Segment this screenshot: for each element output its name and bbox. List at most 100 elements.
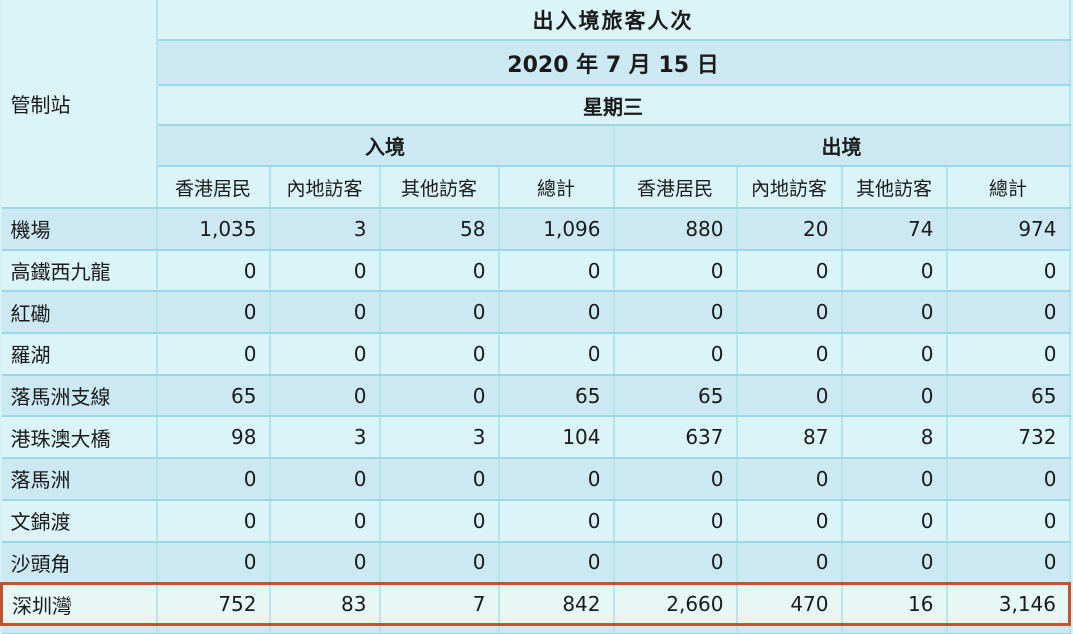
value-cell: 0 (378, 248, 500, 293)
value-cell: 8 (840, 415, 948, 460)
value-cell: 0 (497, 332, 615, 376)
value-cell: 0 (155, 290, 271, 335)
col-header-dep-mainland: 內地訪客 (735, 165, 843, 209)
weekday-label: 星期三 (156, 84, 1071, 126)
station-cell: 文錦渡 (1, 498, 158, 543)
value-cell: 0 (378, 540, 500, 585)
value-cell: 0 (735, 248, 843, 293)
value-cell: 7 (378, 581, 500, 627)
group-departures: 出境 (612, 124, 1071, 167)
table-row: 高鐵西九龍 0 0 0 0 0 0 0 0 (1, 248, 1071, 293)
value-cell: 0 (268, 498, 381, 543)
value-cell: 58 (378, 207, 500, 251)
table-row: 沙頭角 0 0 0 0 0 0 0 0 (1, 540, 1071, 585)
value-cell: 0 (497, 457, 615, 501)
value-cell: 0 (735, 457, 843, 501)
value-cell: 0 (735, 332, 843, 376)
value-cell: 83 (268, 581, 381, 627)
value-cell: 0 (735, 498, 843, 543)
station-cell: 港珠澳大橋 (1, 415, 158, 460)
date-row: 2020 年 7 月 15 日 (2, 39, 1071, 86)
col-header-dep-other: 其他訪客 (840, 165, 948, 209)
value-cell: 0 (840, 373, 948, 418)
value-cell: 0 (612, 248, 738, 293)
station-cell: 深圳灣 (0, 581, 158, 627)
table-row: 紅磡 0 0 0 0 0 0 0 0 (1, 290, 1071, 335)
corner-header: 管制站 (1, 0, 158, 209)
value-cell: 3,146 (945, 581, 1071, 627)
value-cell: 0 (840, 248, 948, 293)
value-cell (945, 623, 1071, 634)
table-body: 機場 1,035 3 58 1,096 880 20 74 974 高鐵西九龍 … (0, 207, 1071, 627)
col-header-arr-hk-residents: 香港居民 (155, 165, 271, 209)
value-cell: 0 (840, 332, 948, 376)
value-cell: 1,035 (155, 207, 271, 251)
value-cell: 2,660 (612, 581, 738, 627)
value-cell: 0 (840, 290, 948, 335)
value-cell: 0 (497, 498, 615, 543)
value-cell: 0 (268, 457, 381, 501)
value-cell (378, 623, 500, 634)
value-cell (612, 623, 738, 634)
value-cell: 65 (945, 373, 1071, 418)
value-cell: 0 (268, 290, 381, 335)
col-header-arr-total: 總計 (497, 165, 615, 209)
value-cell: 3 (268, 207, 381, 251)
value-cell: 0 (155, 540, 271, 585)
station-cell: 羅湖 (1, 332, 158, 376)
weekday-row: 星期三 (2, 84, 1071, 126)
value-cell: 0 (840, 540, 948, 585)
direction-group-row: 入境 出境 (2, 124, 1071, 167)
value-cell: 65 (155, 373, 271, 418)
value-cell: 0 (155, 498, 271, 543)
table-row: 港珠澳大橋 98 3 3 104 637 87 8 732 (1, 415, 1071, 460)
value-cell: 0 (155, 248, 271, 293)
table-title: 出入境旅客人次 (156, 0, 1071, 41)
value-cell: 842 (497, 581, 615, 627)
value-cell: 0 (945, 457, 1071, 501)
table-row: 落馬洲 0 0 0 0 0 0 0 0 (1, 457, 1071, 501)
col-header-arr-mainland: 內地訪客 (268, 165, 381, 209)
value-cell: 0 (735, 373, 843, 418)
value-cell: 20 (735, 207, 843, 251)
value-cell (155, 623, 271, 634)
value-cell: 470 (735, 581, 843, 627)
value-cell: 0 (268, 332, 381, 376)
value-cell: 65 (497, 373, 615, 418)
value-cell: 637 (612, 415, 738, 460)
value-cell: 0 (612, 290, 738, 335)
station-cell: 落馬洲支線 (1, 373, 158, 418)
value-cell: 0 (612, 457, 738, 501)
value-cell: 0 (268, 540, 381, 585)
value-cell: 0 (840, 457, 948, 501)
value-cell: 3 (378, 415, 500, 460)
value-cell: 104 (497, 415, 615, 460)
group-arrivals: 入境 (155, 124, 615, 167)
table-row: 落馬洲支線 65 0 0 65 65 0 0 65 (1, 373, 1071, 418)
value-cell: 16 (840, 581, 948, 627)
col-header-arr-other: 其他訪客 (378, 165, 500, 209)
value-cell: 0 (378, 332, 500, 376)
value-cell: 974 (945, 207, 1071, 251)
value-cell: 0 (378, 498, 500, 543)
value-cell (268, 623, 381, 634)
station-cell: 機場 (1, 207, 158, 251)
value-cell: 0 (268, 373, 381, 418)
title-row: 管制站 出入境旅客人次 (1, 0, 1071, 209)
value-cell: 0 (378, 457, 500, 501)
value-cell: 0 (840, 498, 948, 543)
col-header-dep-total: 總計 (945, 165, 1071, 209)
value-cell (735, 623, 843, 634)
value-cell: 0 (735, 540, 843, 585)
value-cell: 880 (612, 207, 738, 251)
value-cell: 0 (612, 332, 738, 376)
table-row: 文錦渡 0 0 0 0 0 0 0 0 (1, 498, 1071, 543)
value-cell: 732 (945, 415, 1071, 460)
date-label: 2020 年 7 月 15 日 (156, 39, 1071, 86)
value-cell: 1,096 (497, 207, 615, 251)
value-cell: 0 (945, 332, 1071, 376)
value-cell: 0 (497, 248, 615, 293)
value-cell: 74 (840, 207, 948, 251)
